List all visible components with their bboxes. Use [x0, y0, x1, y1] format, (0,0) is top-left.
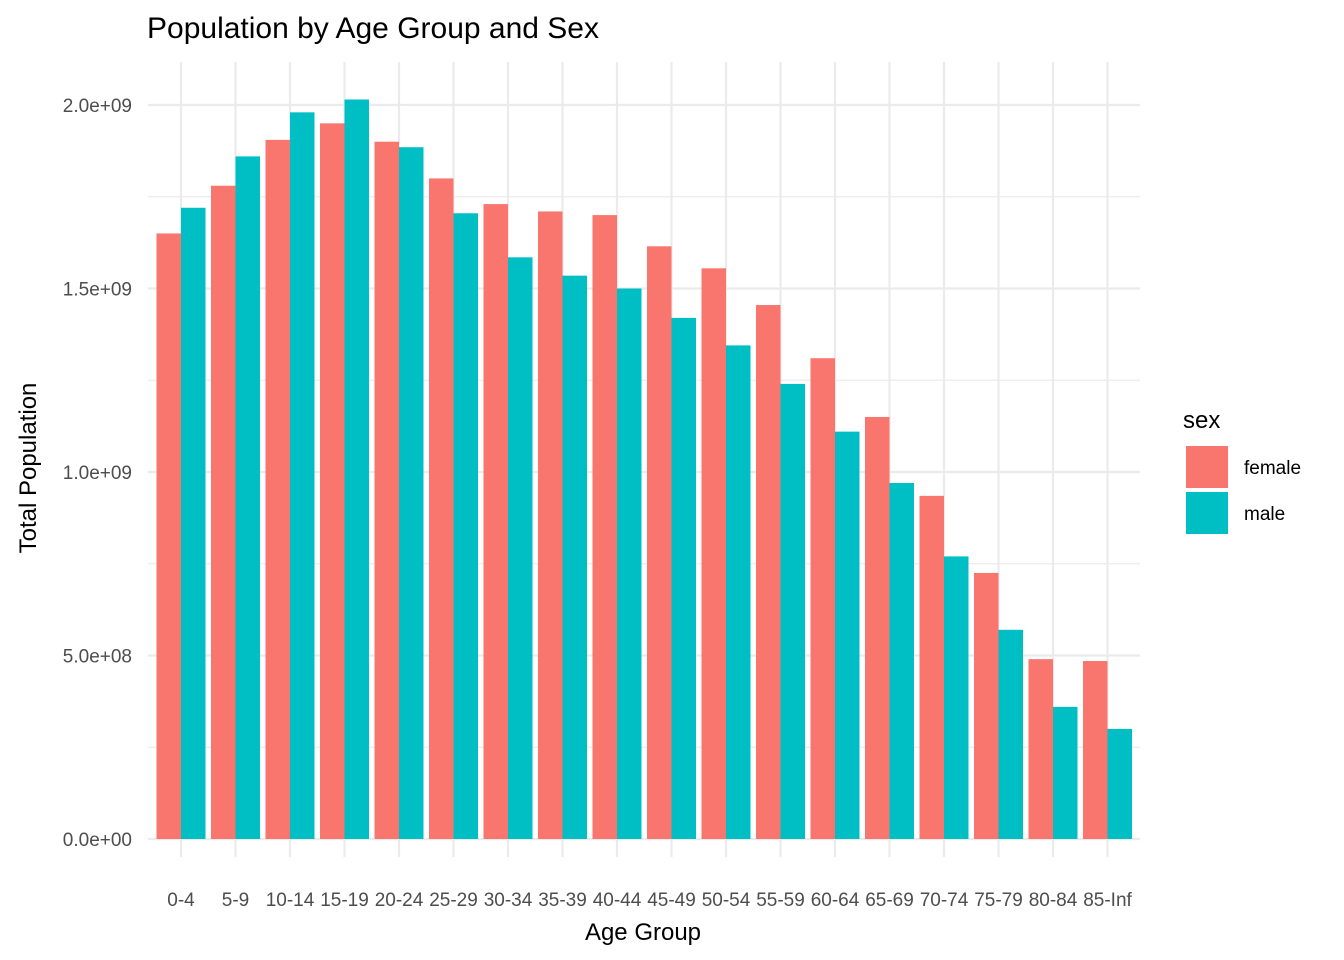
bar-male-25-29 — [453, 213, 478, 839]
bar-female-20-24 — [374, 141, 399, 839]
y-tick-label: 1.5e+09 — [63, 280, 132, 301]
bar-male-65-69 — [889, 483, 914, 839]
chart-title: Population by Age Group and Sex — [147, 12, 599, 45]
x-tick-label: 0-4 — [167, 890, 195, 911]
x-tick-label: 55-59 — [756, 890, 805, 911]
y-tick-label: 2.0e+09 — [63, 96, 132, 117]
bar-female-25-29 — [429, 178, 454, 839]
bar-male-75-79 — [998, 629, 1023, 839]
x-tick-label: 80-84 — [1029, 890, 1078, 911]
bar-female-80-84 — [1028, 659, 1053, 839]
bar-male-0-4 — [181, 207, 206, 839]
bar-female-35-39 — [538, 211, 563, 839]
legend: sex female male — [1183, 407, 1301, 534]
bar-female-70-74 — [919, 495, 944, 839]
y-tick-labels: 0.0e+00 5.0e+08 1.0e+09 1.5e+09 2.0e+09 — [63, 96, 132, 851]
bar-female-65-69 — [865, 416, 890, 839]
bar-male-35-39 — [562, 275, 587, 839]
bar-female-30-34 — [483, 204, 508, 840]
x-tick-label: 10-14 — [266, 890, 315, 911]
bar-female-0-4 — [156, 233, 181, 839]
bar-male-55-59 — [780, 383, 805, 839]
bar-female-55-59 — [756, 305, 781, 839]
y-tick-label: 0.0e+00 — [63, 830, 132, 851]
x-tick-label: 85-Inf — [1083, 890, 1132, 911]
x-tick-label: 50-54 — [702, 890, 751, 911]
bar-female-85-Inf — [1083, 661, 1108, 839]
y-tick-label: 5.0e+08 — [63, 647, 132, 668]
bars-layer — [156, 99, 1132, 840]
x-tick-label: 40-44 — [593, 890, 642, 911]
bar-male-60-64 — [835, 431, 860, 839]
x-tick-label: 70-74 — [920, 890, 969, 911]
bar-male-10-14 — [290, 112, 315, 840]
bar-male-80-84 — [1053, 706, 1078, 839]
y-tick-label: 1.0e+09 — [63, 463, 132, 484]
bar-male-40-44 — [617, 288, 642, 839]
x-tick-labels: 0-4 5-9 10-14 15-19 20-24 25-29 30-34 35-39 40-4… — [167, 890, 1132, 911]
bar-male-50-54 — [726, 345, 751, 839]
bar-male-45-49 — [671, 317, 696, 839]
bar-male-20-24 — [399, 147, 424, 839]
x-tick-label: 75-79 — [974, 890, 1023, 911]
bar-male-15-19 — [344, 99, 369, 840]
bar-female-50-54 — [701, 268, 726, 839]
x-tick-label: 20-24 — [375, 890, 424, 911]
y-axis-title: Total Population — [15, 383, 42, 554]
x-tick-label: 15-19 — [320, 890, 369, 911]
legend-label-female: female — [1244, 458, 1301, 479]
bar-female-40-44 — [592, 215, 617, 840]
bar-male-85-Inf — [1107, 728, 1132, 839]
bar-male-5-9 — [235, 156, 260, 839]
bar-female-15-19 — [320, 123, 345, 840]
x-tick-label: 30-34 — [484, 890, 533, 911]
legend-key-female — [1186, 446, 1228, 488]
x-tick-label: 60-64 — [811, 890, 860, 911]
x-tick-label: 25-29 — [429, 890, 478, 911]
x-tick-label: 65-69 — [865, 890, 914, 911]
bar-female-5-9 — [211, 185, 236, 840]
bar-male-30-34 — [508, 257, 533, 839]
x-tick-label: 35-39 — [538, 890, 587, 911]
x-tick-label: 5-9 — [222, 890, 249, 911]
bar-male-70-74 — [944, 556, 969, 839]
legend-key-male — [1186, 492, 1228, 534]
bar-female-45-49 — [647, 246, 672, 840]
legend-label-male: male — [1244, 504, 1285, 525]
bar-female-60-64 — [810, 358, 835, 839]
legend-title: sex — [1183, 407, 1220, 434]
bar-female-10-14 — [265, 139, 290, 840]
x-axis-title: Age Group — [585, 919, 701, 946]
bar-female-75-79 — [974, 572, 999, 839]
x-tick-label: 45-49 — [647, 890, 696, 911]
